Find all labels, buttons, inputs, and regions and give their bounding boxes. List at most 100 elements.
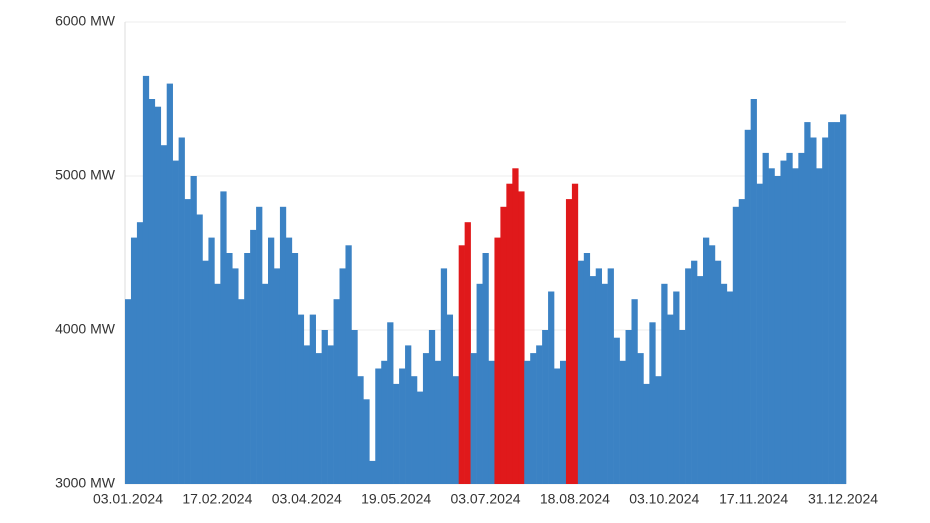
bar xyxy=(476,283,483,484)
bar xyxy=(387,322,394,484)
x-tick-label: 03.01.2024 xyxy=(93,491,163,507)
bar xyxy=(720,283,728,484)
bar xyxy=(643,383,650,484)
bar xyxy=(631,299,638,484)
bar xyxy=(619,360,626,484)
bar xyxy=(279,206,287,485)
bar xyxy=(816,168,823,485)
bar xyxy=(768,168,775,485)
bar xyxy=(488,360,495,484)
bar xyxy=(762,152,769,484)
y-tick-label: 4000 MW xyxy=(55,321,116,337)
bar xyxy=(154,106,162,484)
bar xyxy=(512,168,519,485)
bar xyxy=(125,299,132,484)
bar xyxy=(506,183,513,484)
bar xyxy=(500,206,507,485)
bar xyxy=(232,268,239,484)
bar xyxy=(184,199,191,484)
bar xyxy=(452,376,459,484)
bar xyxy=(464,222,471,484)
bar xyxy=(315,353,322,484)
bar xyxy=(482,253,489,484)
bar xyxy=(774,176,781,484)
bar xyxy=(142,75,150,485)
x-tick-label: 17.11.2024 xyxy=(719,491,788,507)
bar xyxy=(411,376,418,484)
bar xyxy=(756,183,763,484)
bar xyxy=(160,145,168,484)
bar xyxy=(613,337,620,484)
bar xyxy=(577,260,585,484)
bar xyxy=(291,253,299,484)
x-tick-label: 03.10.2024 xyxy=(629,491,699,507)
bar xyxy=(679,330,686,484)
bar xyxy=(691,260,698,484)
x-tick-label: 31.12.2024 xyxy=(808,491,878,507)
bar xyxy=(589,276,597,484)
bar xyxy=(625,330,632,484)
bar xyxy=(268,237,275,484)
bar xyxy=(834,122,841,484)
bar xyxy=(244,253,251,484)
bar xyxy=(285,237,293,484)
bar xyxy=(405,345,412,484)
bar xyxy=(148,99,156,484)
bar xyxy=(780,160,787,484)
bar xyxy=(446,314,454,484)
bar xyxy=(458,245,465,484)
bar xyxy=(166,83,173,484)
bar xyxy=(548,291,555,484)
bar xyxy=(714,260,722,484)
bar xyxy=(381,360,388,484)
bar xyxy=(399,368,406,484)
bar xyxy=(667,314,674,484)
bar xyxy=(840,114,847,485)
bar xyxy=(530,353,537,484)
bar xyxy=(571,183,579,484)
bar xyxy=(810,137,817,484)
bar xyxy=(649,322,656,484)
bar xyxy=(309,314,316,484)
bar xyxy=(601,283,608,484)
bar xyxy=(518,191,525,484)
bar xyxy=(250,229,257,484)
y-tick-label: 3000 MW xyxy=(55,475,116,491)
bar xyxy=(321,330,328,484)
bar xyxy=(303,345,311,484)
bar xyxy=(357,376,364,484)
bar xyxy=(172,160,179,484)
bar xyxy=(178,137,185,484)
bar xyxy=(238,299,245,484)
bar xyxy=(542,330,549,484)
bar xyxy=(130,237,138,484)
bar xyxy=(536,345,543,484)
bar xyxy=(637,353,644,484)
bar xyxy=(685,268,692,484)
bar xyxy=(798,152,805,484)
bar xyxy=(369,460,376,484)
bar xyxy=(434,360,442,484)
bar xyxy=(750,99,757,484)
bar xyxy=(297,314,305,484)
bar xyxy=(470,353,477,484)
bar xyxy=(375,368,382,484)
bar xyxy=(262,283,269,484)
bar xyxy=(792,168,799,485)
bar xyxy=(607,268,614,484)
bar xyxy=(422,353,430,484)
y-tick-label: 6000 MW xyxy=(55,13,116,29)
bar xyxy=(256,206,263,485)
x-tick-label: 03.04.2024 xyxy=(272,491,342,507)
bar xyxy=(559,360,567,484)
y-tick-label: 5000 MW xyxy=(55,167,116,183)
bar xyxy=(351,330,358,484)
bar xyxy=(363,399,370,484)
bar xyxy=(697,276,704,484)
bar xyxy=(416,391,424,484)
bar xyxy=(655,376,662,484)
bar xyxy=(345,245,352,484)
bar xyxy=(822,137,829,484)
bar xyxy=(583,253,591,484)
